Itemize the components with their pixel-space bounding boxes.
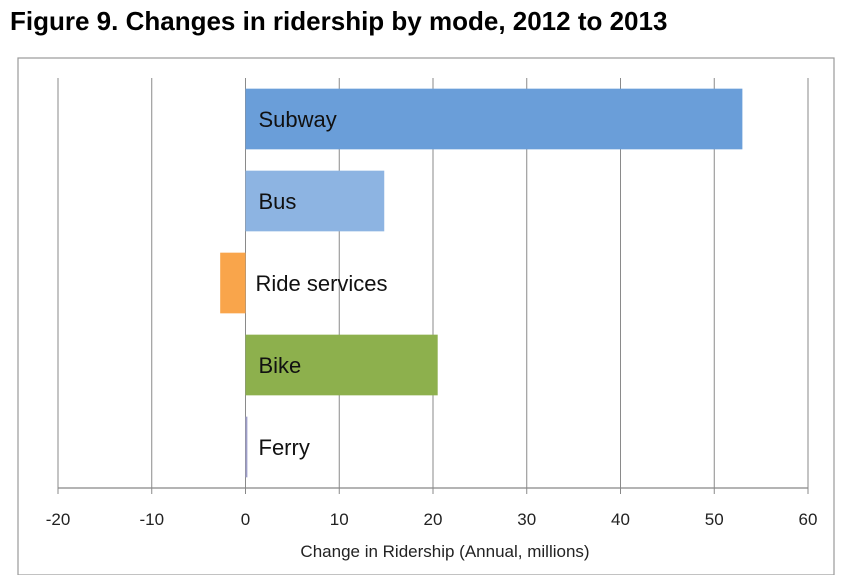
bar-ride-services xyxy=(220,252,246,314)
bar-labels: Subway Bus Ride services Bike Ferry xyxy=(256,107,388,460)
bar-label: Ferry xyxy=(259,435,310,460)
x-tick-label: 30 xyxy=(517,510,536,529)
bar-bike xyxy=(245,334,438,396)
x-tick-label: 20 xyxy=(424,510,443,529)
x-tick-label: 0 xyxy=(241,510,250,529)
x-ticks: -20 -10 0 10 20 30 40 50 60 xyxy=(46,488,818,529)
x-tick-label: 50 xyxy=(705,510,724,529)
bar-bus xyxy=(245,170,385,232)
bar-subway xyxy=(245,88,743,150)
x-tick-label: 60 xyxy=(799,510,818,529)
bar-ferry xyxy=(245,416,248,478)
bar-label: Bus xyxy=(259,189,297,214)
bar-label: Subway xyxy=(259,107,337,132)
x-tick-label: 10 xyxy=(330,510,349,529)
bars xyxy=(220,88,743,478)
figure-title: Figure 9. Changes in ridership by mode, … xyxy=(10,6,668,36)
x-tick-label: -10 xyxy=(139,510,164,529)
x-axis-title: Change in Ridership (Annual, millions) xyxy=(300,542,589,561)
x-tick-label: 40 xyxy=(611,510,630,529)
bar-label: Ride services xyxy=(256,271,388,296)
bar-label: Bike xyxy=(259,353,302,378)
x-tick-label: -20 xyxy=(46,510,71,529)
